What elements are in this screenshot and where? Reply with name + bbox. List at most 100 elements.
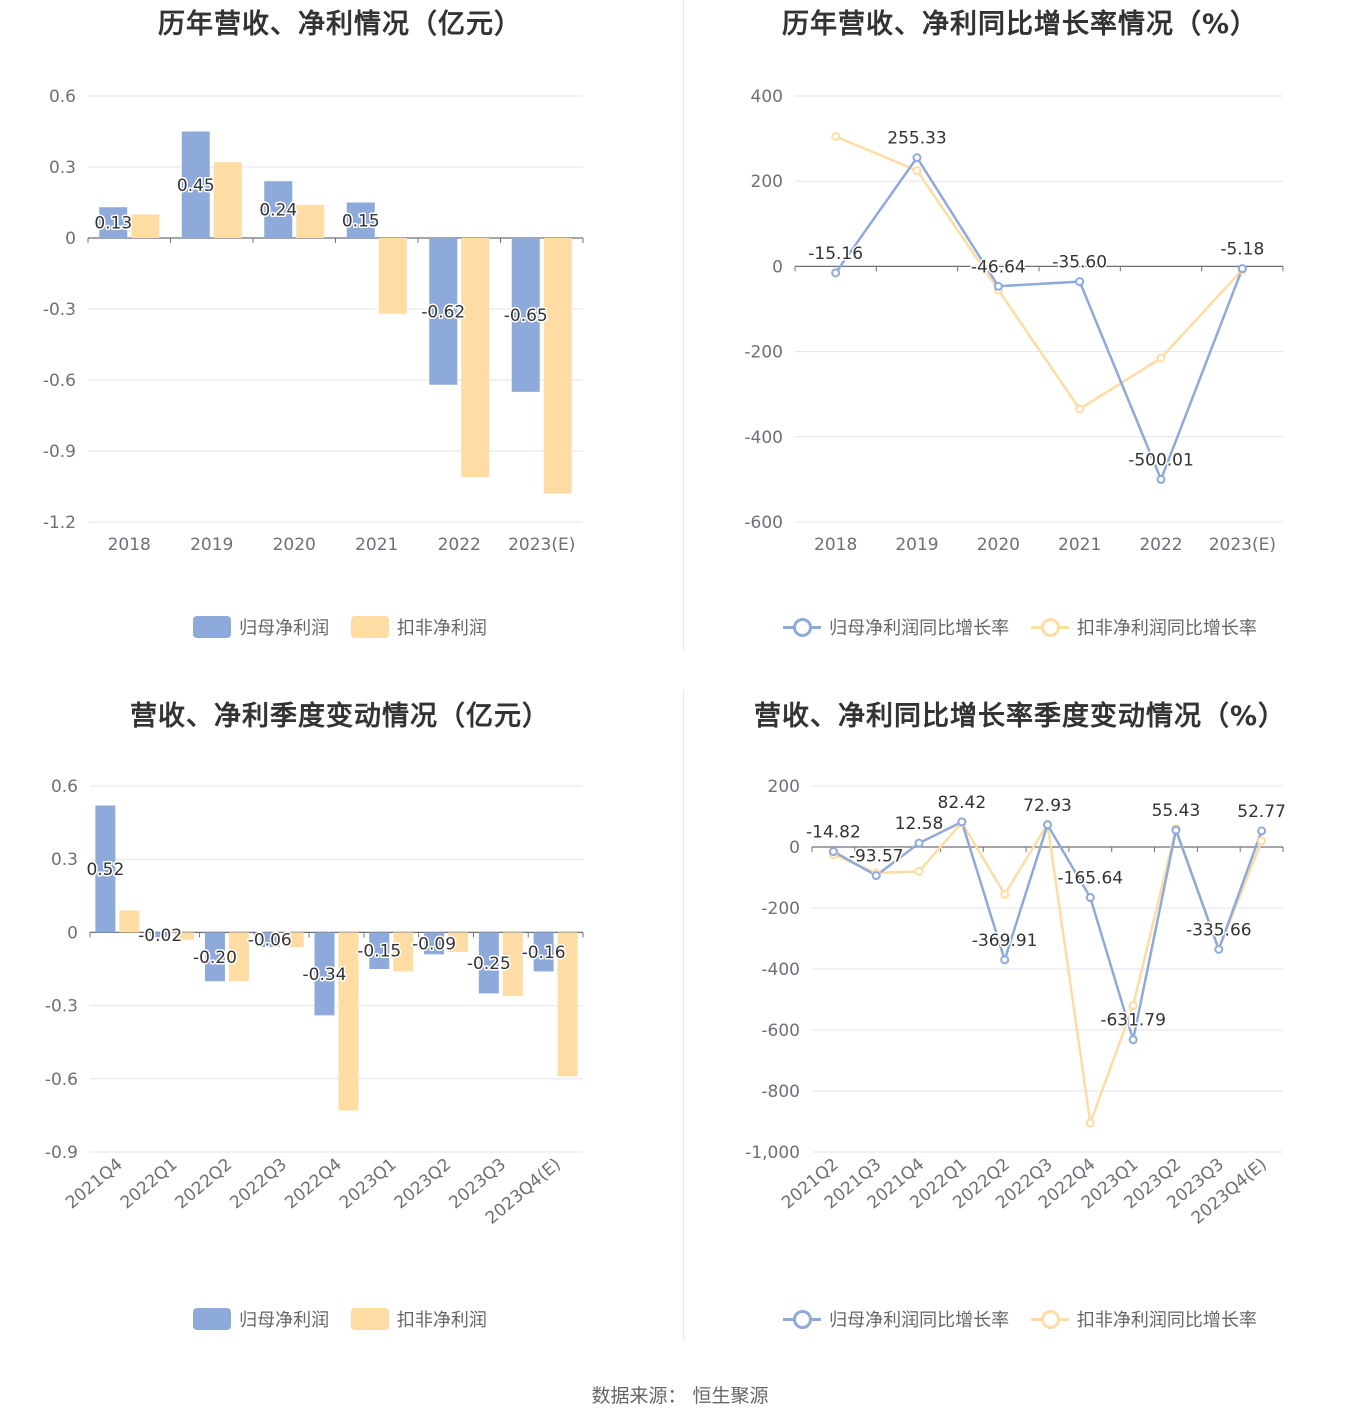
y-tick-label: -1,000 bbox=[745, 1143, 800, 1163]
bar-quarterly-profit-s1 bbox=[424, 932, 445, 955]
panel-quarterly-profit: 营收、净利季度变动情况（亿元） 0.6 0.3 0 -0.3 -0.6 -0.9 2021Q… bbox=[0, 692, 680, 1382]
chart-quarterly-growth: 2000-200-400-600-800-1,0002021Q22021Q320… bbox=[745, 777, 1287, 1229]
point-s1 bbox=[1085, 893, 1095, 903]
legend-label: 归母净利润同比增长率 bbox=[829, 1310, 1010, 1331]
data-label: 0.52 bbox=[86, 860, 124, 880]
legend-item-series2[interactable]: 扣非净利润同比增长率 bbox=[1030, 1306, 1257, 1332]
legend-item-series1[interactable]: 归母净利润 bbox=[193, 614, 329, 640]
point-s1 bbox=[1000, 955, 1010, 965]
data-label: -335.66 bbox=[1186, 920, 1252, 940]
panel-annual-growth: 历年营收、净利同比增长率情况（%） 400 200 0 -200 -400 -600 201… bbox=[680, 0, 1360, 690]
bar-annual-profit-s1 bbox=[429, 238, 458, 385]
bar-quarterly-profit-s2 bbox=[393, 932, 414, 972]
panel-annual-profit: 历年营收、净利情况（亿元） 0.6 0.3 0 -0.3 -0.6 -0.9 -1.2 201… bbox=[0, 0, 680, 690]
data-label: -0.25 bbox=[467, 954, 511, 974]
point-s1 bbox=[1257, 826, 1267, 836]
legend-item-series2[interactable]: 扣非净利润同比增长率 bbox=[1030, 614, 1257, 640]
data-label: 0.15 bbox=[342, 211, 380, 231]
x-tick-label: 2021Q4 bbox=[62, 1155, 127, 1214]
y-tick-label: -600 bbox=[744, 513, 783, 533]
point-s1 bbox=[914, 838, 924, 848]
y-tick-label: 0.3 bbox=[51, 850, 78, 870]
point-s1 bbox=[828, 847, 838, 857]
chart-legend: 归母净利润同比增长率 扣非净利润同比增长率 bbox=[680, 1306, 1360, 1335]
data-label: 72.93 bbox=[1023, 796, 1072, 816]
point-s1 bbox=[993, 281, 1003, 291]
vertical-divider-bottom bbox=[683, 690, 684, 1340]
y-tick-label: -200 bbox=[744, 343, 783, 363]
legend-swatch bbox=[350, 1308, 389, 1330]
data-label: 255.33 bbox=[887, 129, 946, 149]
legend-item-series1[interactable]: 归母净利润同比增长率 bbox=[783, 1306, 1009, 1332]
data-label: -165.64 bbox=[1058, 869, 1124, 889]
point-s2 bbox=[1000, 889, 1010, 899]
y-tick-label: -800 bbox=[761, 1082, 800, 1102]
chart-quarterly-profit: 0.60.30-0.3-0.6-0.92021Q42022Q12022Q2202… bbox=[45, 777, 584, 1229]
point-s1 bbox=[1214, 944, 1224, 954]
legend-swatch bbox=[193, 616, 232, 638]
x-tick-label: 2020 bbox=[273, 535, 316, 555]
legend-item-series2[interactable]: 扣非净利润 bbox=[350, 614, 487, 640]
y-tick-label: -600 bbox=[761, 1021, 800, 1041]
point-s2 bbox=[831, 131, 841, 141]
x-tick-label: 2019 bbox=[190, 535, 233, 555]
x-tick-label: 2023Q2 bbox=[391, 1155, 456, 1214]
bar-annual-profit-s2 bbox=[131, 214, 160, 238]
y-tick-label: 0 bbox=[789, 838, 800, 858]
data-label: 12.58 bbox=[895, 814, 944, 834]
y-tick-label: 0.6 bbox=[51, 777, 78, 797]
legend-label: 扣非净利润同比增长率 bbox=[1076, 1310, 1257, 1331]
x-tick-label: 2018 bbox=[108, 535, 151, 555]
y-tick-label: -0.9 bbox=[43, 442, 76, 462]
y-tick-label: -0.3 bbox=[43, 300, 76, 320]
legend-swatch bbox=[1030, 616, 1069, 638]
bar-quarterly-profit-s2 bbox=[228, 932, 249, 982]
data-label: -35.60 bbox=[1052, 253, 1107, 273]
point-s2 bbox=[1156, 353, 1166, 363]
y-tick-label: 0 bbox=[65, 229, 76, 249]
bar-quarterly-profit-s1 bbox=[533, 932, 554, 972]
point-s2 bbox=[1257, 836, 1267, 846]
legend-label: 归母净利润 bbox=[239, 1310, 330, 1331]
series-line-s2 bbox=[835, 135, 1244, 411]
data-label: 0.24 bbox=[259, 201, 297, 221]
point-s1 bbox=[1237, 264, 1247, 274]
point-s2 bbox=[1085, 1118, 1095, 1128]
legend-label: 扣非净利润同比增长率 bbox=[1076, 618, 1257, 639]
data-label: -0.62 bbox=[421, 302, 465, 322]
data-label: -0.16 bbox=[522, 943, 566, 963]
y-tick-label: -1.2 bbox=[43, 513, 76, 533]
x-tick-label: 2019 bbox=[895, 535, 938, 555]
data-label: 55.43 bbox=[1152, 801, 1201, 821]
point-s1 bbox=[912, 153, 922, 163]
y-tick-label: -0.6 bbox=[45, 1070, 78, 1090]
x-tick-label: 2022 bbox=[1139, 535, 1182, 555]
x-tick-label: 2022Q4 bbox=[281, 1155, 346, 1214]
x-tick-label: 2018 bbox=[814, 535, 857, 555]
data-label: -500.01 bbox=[1128, 450, 1194, 470]
x-tick-label: 2022Q3 bbox=[226, 1155, 291, 1214]
point-s1 bbox=[1128, 1035, 1138, 1045]
legend-item-series1[interactable]: 归母净利润同比增长率 bbox=[783, 614, 1009, 640]
data-label: -14.82 bbox=[806, 823, 861, 843]
chart-title: 历年营收、净利同比增长率情况（%） bbox=[781, 9, 1259, 40]
data-label: -631.79 bbox=[1100, 1011, 1166, 1031]
y-tick-label: 200 bbox=[768, 777, 800, 797]
chart-legend: 归母净利润 扣非净利润 bbox=[0, 614, 680, 643]
chart-title: 营收、净利同比增长率季度变动情况（%） bbox=[753, 701, 1287, 732]
chart-legend: 归母净利润 扣非净利润 bbox=[0, 1306, 680, 1335]
x-tick-label: 2023(E) bbox=[508, 535, 575, 555]
legend-label: 扣非净利润 bbox=[396, 618, 487, 639]
bar-annual-profit-s1 bbox=[99, 207, 128, 238]
data-label: -0.06 bbox=[248, 931, 292, 951]
point-s1 bbox=[957, 817, 967, 827]
legend-item-series1[interactable]: 归母净利润 bbox=[193, 1306, 329, 1332]
bar-quarterly-profit-s1 bbox=[369, 932, 390, 969]
data-label: -93.57 bbox=[849, 847, 904, 867]
y-tick-label: 0 bbox=[67, 923, 78, 943]
bar-quarterly-profit-s1 bbox=[95, 805, 116, 933]
x-tick-label: 2022 bbox=[438, 535, 481, 555]
legend-swatch bbox=[1030, 1308, 1069, 1330]
point-s2 bbox=[1075, 404, 1085, 414]
legend-item-series2[interactable]: 扣非净利润 bbox=[350, 1306, 487, 1332]
